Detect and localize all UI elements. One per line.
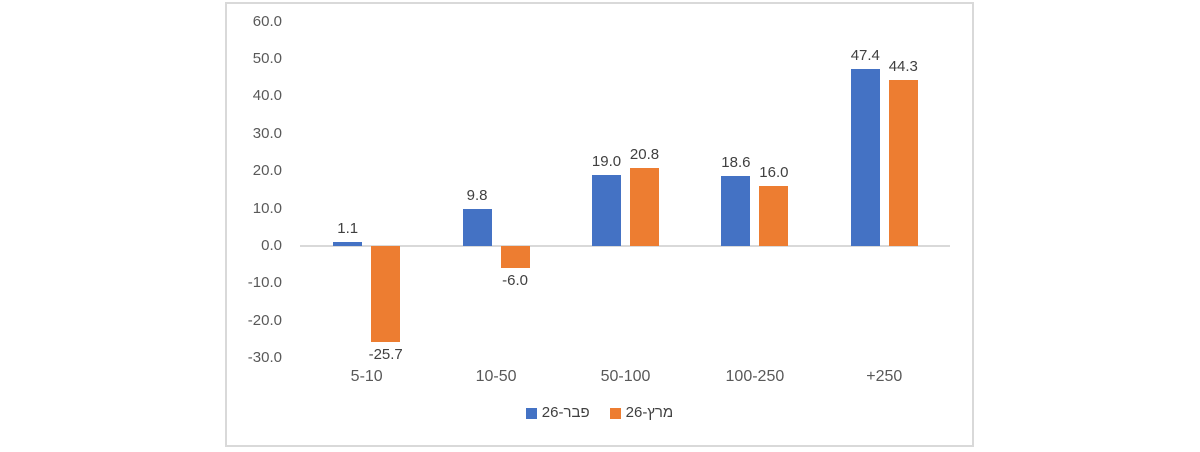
bar-series1-10-50[interactable]: [462, 209, 492, 246]
bar-value-label: -6.0: [502, 272, 529, 290]
bar-value-label: -25.7: [368, 346, 403, 364]
y-tick-label: -10.0: [247, 274, 282, 292]
bar-value-label: 1.1: [337, 219, 359, 237]
bar-series2-+250[interactable]: [888, 80, 918, 246]
y-tick-label: 40.0: [252, 87, 282, 105]
category-label: 100-250: [725, 368, 785, 385]
bar-series2-100-250[interactable]: [759, 186, 789, 246]
category-label: 5-10: [350, 368, 383, 385]
category-label: 10-50: [475, 368, 517, 385]
bar-series1-+250[interactable]: [850, 68, 880, 246]
bar-series2-5-10[interactable]: [371, 246, 401, 343]
legend-item-label: פבר-26: [541, 404, 590, 421]
category-label: +250: [866, 368, 903, 385]
bar-value-label: 19.0: [591, 152, 622, 170]
chart-frame[interactable]: 60.0 50.0 40.0 30.0 20.0 10.0 0.0 -10.0 -20.0 -30…: [225, 2, 974, 447]
y-tick-label: 30.0: [252, 124, 282, 142]
bar-series1-100-250[interactable]: [721, 176, 751, 246]
x-axis-line: [300, 245, 950, 247]
y-tick-label: -20.0: [247, 311, 282, 329]
bar-value-label: 20.8: [629, 146, 660, 164]
legend-swatch-blue-icon: [525, 407, 537, 419]
bar-series1-5-10[interactable]: [333, 241, 363, 246]
y-tick-label: 20.0: [252, 162, 282, 180]
bar-value-label: 16.0: [759, 164, 789, 182]
legend-item-mar26[interactable]: מרץ-26: [609, 404, 674, 421]
bar-value-label: 47.4: [850, 46, 880, 64]
category-label: 50-100: [600, 368, 651, 385]
y-tick-label: 0.0: [261, 237, 282, 254]
legend: פבר-26 מרץ-26: [227, 405, 972, 421]
bar-value-label: 9.8: [466, 187, 488, 205]
legend-item-label: מרץ-26: [625, 404, 674, 421]
bar-series1-50-100[interactable]: [592, 174, 621, 246]
bar-value-label: 18.6: [721, 154, 751, 172]
y-tick-label: 10.0: [252, 199, 282, 217]
bar-series2-10-50[interactable]: [500, 246, 530, 269]
bar-value-label: 44.3: [888, 58, 918, 76]
y-tick-label: 60.0: [252, 12, 282, 30]
legend-item-feb26[interactable]: פבר-26: [525, 404, 590, 421]
bar-series2-50-100[interactable]: [630, 168, 659, 246]
y-tick-label: -30.0: [247, 349, 282, 367]
y-tick-label: 50.0: [252, 50, 282, 67]
legend-swatch-orange-icon: [609, 407, 621, 419]
